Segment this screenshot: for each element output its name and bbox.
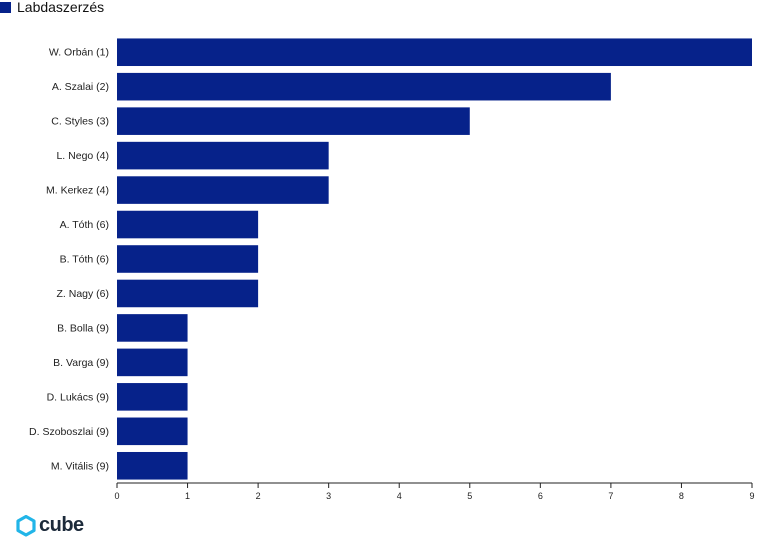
category-label: D. Lukács (9) <box>47 391 109 403</box>
x-tick-label: 6 <box>538 491 543 501</box>
x-tick-label: 5 <box>467 491 472 501</box>
bar <box>117 348 188 377</box>
category-label: B. Tóth (6) <box>60 254 109 266</box>
bar <box>117 279 259 308</box>
category-label: L. Nego (4) <box>56 150 109 162</box>
category-label: B. Varga (9) <box>53 357 109 369</box>
bar <box>117 314 188 342</box>
bar <box>117 38 752 67</box>
x-tick-label: 3 <box>326 491 331 501</box>
x-tick-label: 0 <box>114 491 119 501</box>
category-label: W. Orbán (1) <box>49 47 109 59</box>
x-tick-label: 7 <box>608 491 613 501</box>
bar <box>117 383 188 411</box>
category-label: M. Vitális (9) <box>51 460 109 472</box>
bar <box>117 176 329 204</box>
bar <box>117 451 188 480</box>
category-label: A. Szalai (2) <box>52 81 109 93</box>
bar <box>117 107 470 135</box>
category-label: B. Bolla (9) <box>57 322 109 334</box>
bar <box>117 417 188 446</box>
x-tick-label: 2 <box>256 491 261 501</box>
category-label: C. Styles (3) <box>51 116 109 128</box>
bar <box>117 141 329 170</box>
bar <box>117 210 259 239</box>
cube-logo-text: cube <box>39 514 84 536</box>
category-label: M. Kerkez (4) <box>46 185 109 197</box>
x-tick-label: 1 <box>185 491 190 501</box>
bar <box>117 72 611 101</box>
cube-logo-icon <box>16 514 36 537</box>
legend-swatch <box>0 1 11 13</box>
legend: Labdaszerzés <box>0 0 105 15</box>
x-tick-label: 8 <box>679 491 684 501</box>
category-label: A. Tóth (6) <box>60 219 109 231</box>
legend-label: Labdaszerzés <box>17 0 105 15</box>
cube-logo: cube <box>16 514 84 537</box>
x-tick-label: 9 <box>749 491 754 501</box>
category-label: D. Szoboszlai (9) <box>29 426 109 438</box>
x-tick-label: 4 <box>397 491 402 501</box>
bar <box>117 245 259 273</box>
category-label: Z. Nagy (6) <box>56 288 109 300</box>
